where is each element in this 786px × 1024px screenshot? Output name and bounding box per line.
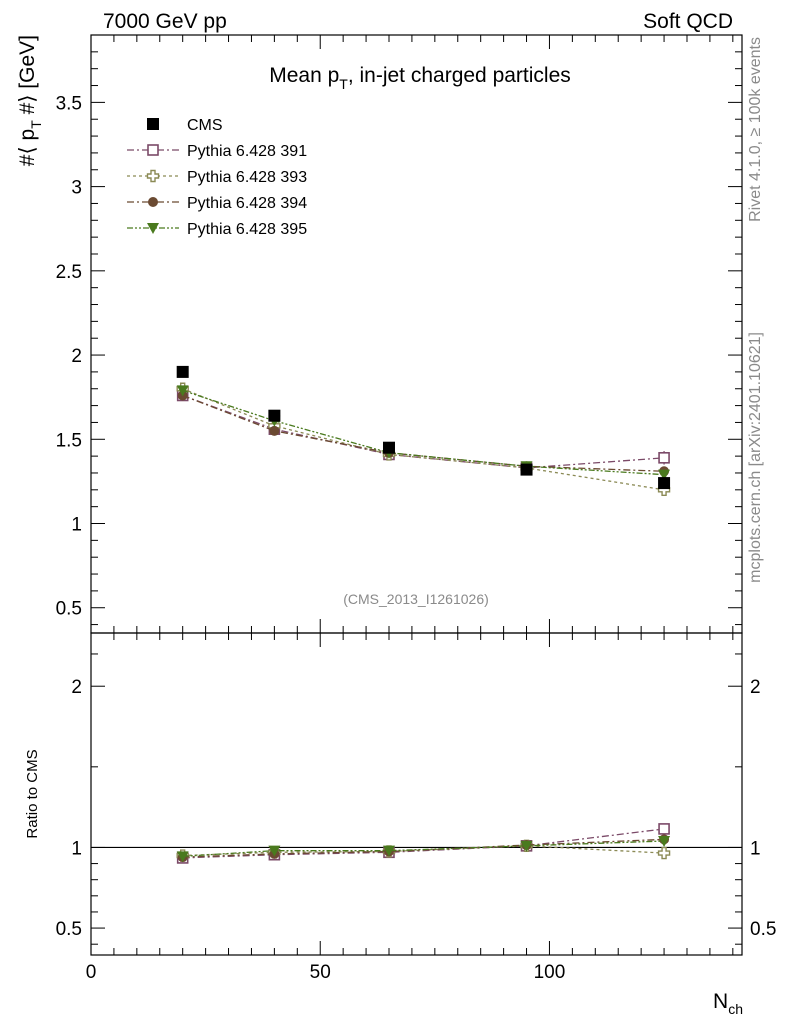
rivet-version-label: Rivet 4.1.0, ≥ 100k events (747, 37, 764, 222)
ratio-pythia-6-428-395-point (268, 845, 281, 857)
analysis-watermark: (CMS_2013_I1261026) (343, 591, 489, 607)
main-pythia-6-428-391-line (182, 394, 665, 469)
main-cms-point (268, 409, 281, 422)
ratio-y-tick-label: 2 (71, 677, 82, 698)
main-pythia-6-428-395-point (176, 385, 189, 397)
main-y-tick-label: 1.5 (56, 430, 82, 451)
ratio-pythia-6-428-395-line (182, 840, 665, 857)
legend-label-pythia-6-428-391: Pythia 6.428 391 (187, 143, 307, 160)
main-pythia-6-428-395-line (182, 389, 665, 476)
main-pythia-6-428-394-line (182, 394, 665, 472)
ratio-y-tick-label: 0.5 (56, 919, 82, 940)
main-cms-point (520, 463, 533, 476)
x-tick-label: 0 (86, 962, 97, 983)
x-axis-label: Nch (713, 990, 743, 1017)
main-pythia-6-428-395-point (658, 469, 671, 481)
ratio-pythia-6-428-395-point (176, 851, 189, 863)
legend-label-pythia-6-428-393: Pythia 6.428 393 (187, 169, 307, 186)
ratio-y-tick-label-right: 2 (750, 677, 761, 698)
main-series (176, 365, 671, 497)
ratio-pythia-6-428-395-point (382, 845, 395, 857)
axis-ticks (90, 35, 742, 955)
legend-marker-cms (147, 118, 159, 130)
main-pythia-6-428-391-point (658, 452, 670, 464)
main-y-tick-label: 2.5 (56, 262, 82, 283)
main-y-tick-label: 2 (71, 346, 82, 367)
ratio-pythia-6-428-394-line (182, 838, 665, 858)
ratio-pythia-6-428-393-point (657, 846, 671, 860)
legend: CMS Pythia 6.428 391 Pythia 6.428 393 Pythi… (127, 117, 307, 238)
main-y-axis-label: #⟨ pT #⟩ [GeV] (16, 35, 44, 166)
ratio-series (176, 823, 671, 864)
legend-marker-pythia-6-428-394 (148, 197, 158, 207)
main-pythia-6-428-393-line (182, 388, 665, 491)
legend-marker-pythia-6-428-395 (147, 223, 159, 234)
ratio-y-tick-label: 1 (71, 838, 82, 859)
ratio-pythia-6-428-391-point (658, 823, 670, 835)
main-cms-point (658, 477, 671, 490)
main-y-tick-label: 0.5 (56, 599, 82, 620)
legend-label-cms: CMS (187, 117, 223, 134)
legend-marker-pythia-6-428-391 (147, 144, 159, 156)
main-y-tick-label: 3.5 (56, 93, 82, 114)
ratio-y-axis-label: Ratio to CMS (24, 749, 41, 838)
main-y-tick-label: 1 (71, 515, 82, 536)
ratio-pythia-6-428-395-point (658, 836, 671, 848)
legend-marker-pythia-6-428-393 (146, 169, 160, 183)
x-tick-label: 50 (310, 962, 331, 983)
mcplots-label: mcplots.cern.ch [arXiv:2401.10621] (747, 332, 764, 583)
ratio-plot-frame (90, 632, 743, 956)
main-cms-point (382, 441, 395, 454)
ratio-y-tick-label-right: 1 (750, 838, 761, 859)
main-y-tick-label: 3 (71, 178, 82, 199)
ratio-y-tick-label-right: 0.5 (750, 919, 776, 940)
plot-title: Mean pT, in-jet charged particles (269, 64, 571, 92)
header-left: 7000 GeV pp (103, 10, 227, 33)
legend-label-pythia-6-428-395: Pythia 6.428 395 (187, 221, 307, 238)
header-right: Soft QCD (643, 10, 733, 33)
ratio-pythia-6-428-395-point (520, 840, 533, 852)
x-tick-label: 100 (534, 962, 566, 983)
legend-label-pythia-6-428-394: Pythia 6.428 394 (187, 195, 307, 212)
main-cms-point (176, 365, 189, 378)
axis-tick-labels: 0 50 100 0.5 1 1.5 2 2.5 3 3.5 0.5 0.5 1 1 2 2 (56, 93, 777, 983)
main-pythia-6-428-394-point (269, 425, 280, 436)
